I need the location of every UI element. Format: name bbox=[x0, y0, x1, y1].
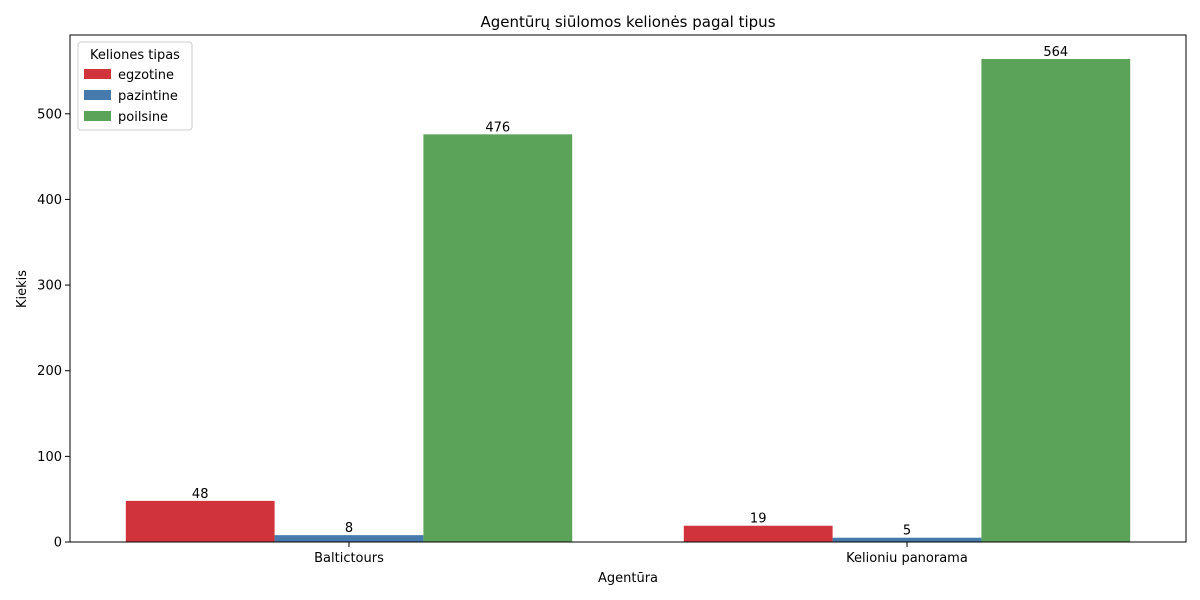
data-label-poilsine-0: 476 bbox=[485, 120, 510, 135]
y-tick-label-1: 100 bbox=[37, 450, 62, 465]
x-tick-label-0: Baltictours bbox=[314, 551, 384, 566]
y-tick-label-5: 500 bbox=[37, 107, 62, 122]
bar-egzotine-1 bbox=[683, 525, 833, 542]
data-label-pazintine-1: 5 bbox=[903, 524, 911, 539]
bar-egzotine-0 bbox=[125, 500, 275, 542]
data-label-poilsine-1: 564 bbox=[1043, 45, 1068, 60]
legend-label-pazintine: pazintine bbox=[118, 89, 178, 104]
data-label-egzotine-1: 19 bbox=[750, 512, 767, 527]
legend-label-egzotine: egzotine bbox=[118, 68, 174, 83]
bar-poilsine-0 bbox=[423, 134, 573, 542]
bar-pazintine-0 bbox=[274, 535, 424, 542]
legend-swatch-poilsine bbox=[84, 111, 111, 121]
bar-pazintine-1 bbox=[832, 537, 982, 542]
legend-label-poilsine: poilsine bbox=[118, 110, 168, 125]
data-label-egzotine-0: 48 bbox=[192, 487, 209, 502]
legend-swatch-egzotine bbox=[84, 69, 111, 79]
y-tick-label-3: 300 bbox=[37, 279, 62, 294]
data-label-pazintine-0: 8 bbox=[345, 521, 353, 536]
plot-frame bbox=[69, 34, 1187, 543]
chart-title: Agentūrų siūlomos kelionės pagal tipus bbox=[480, 13, 775, 31]
y-tick-label-2: 200 bbox=[37, 364, 62, 379]
bar-poilsine-1 bbox=[981, 58, 1131, 542]
legend: Keliones tipas egzotine pazintine poilsine bbox=[77, 41, 193, 131]
x-axis-label: Agentūra bbox=[598, 571, 658, 586]
y-axis-label: Kiekis bbox=[15, 270, 30, 308]
y-tick-label-0: 0 bbox=[54, 536, 62, 551]
legend-title: Keliones tipas bbox=[90, 48, 180, 63]
y-tick-label-4: 400 bbox=[37, 193, 62, 208]
x-tick-label-1: Kelioniu panorama bbox=[846, 551, 968, 566]
legend-box bbox=[77, 41, 193, 131]
plot-area: 48 8 476 Baltictours 19 5 564 Kelioniu panorama… bbox=[37, 34, 1187, 566]
legend-swatch-pazintine bbox=[84, 90, 111, 100]
